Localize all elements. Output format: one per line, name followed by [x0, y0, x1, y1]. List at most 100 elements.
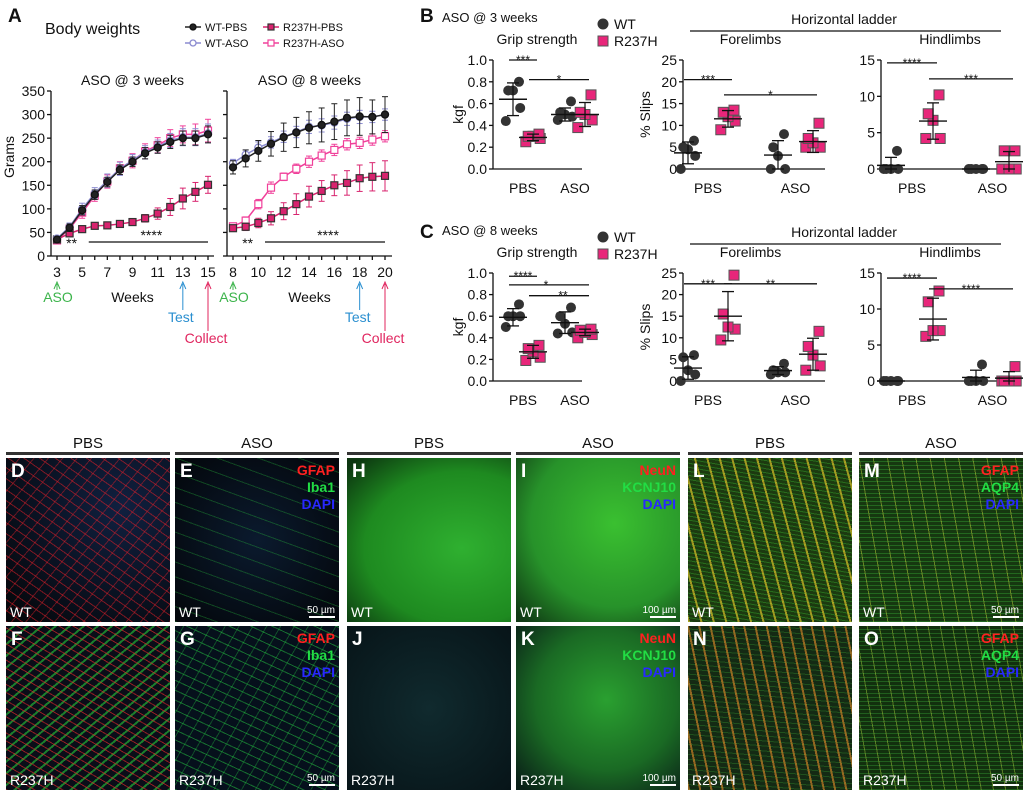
- data-point-wt: [780, 164, 791, 174]
- x-category-label: ASO: [781, 392, 811, 408]
- panel-letter: L: [693, 461, 705, 482]
- legend-r237h-marker: [597, 248, 609, 260]
- genotype-label: R237H: [692, 772, 736, 788]
- data-point-wt: [514, 76, 524, 87]
- x-category-label: PBS: [898, 180, 926, 196]
- stain-label: GFAP: [980, 630, 1019, 646]
- subplot-title: Hindlimbs: [919, 244, 980, 260]
- data-point-wt: [765, 164, 776, 174]
- data-point: [317, 120, 326, 130]
- legend-label: WT: [614, 16, 636, 32]
- data-point: [103, 177, 112, 187]
- micrograph-k: K R237H NeuN KCNJ10 DAPI 100 µm: [516, 626, 680, 790]
- data-point-wt: [515, 311, 526, 322]
- data-point: [128, 217, 137, 227]
- x-category-label: ASO: [560, 180, 590, 196]
- subplot-title: Grip strength: [497, 31, 578, 47]
- legend-label: WT-PBS: [205, 22, 247, 34]
- subplot-title: Grip strength: [497, 244, 578, 260]
- scale-bar: 100 µm: [642, 773, 676, 786]
- stain-label: AQP4: [980, 479, 1019, 495]
- legend-label: R237H: [614, 246, 658, 262]
- x-tick-label: 12: [276, 264, 292, 280]
- data-point-r237h: [715, 124, 727, 136]
- scale-label: 50 µm: [991, 605, 1019, 616]
- data-point-wt: [779, 129, 789, 140]
- significance-label: ****: [514, 269, 533, 283]
- scale-bar-line: [650, 616, 676, 618]
- y-tick-label: 0.0: [468, 373, 488, 389]
- arrow-head: [356, 280, 364, 290]
- y-tick-label: 50: [29, 224, 45, 240]
- x-tick-label: 14: [301, 264, 317, 280]
- data-point-wt: [566, 96, 576, 107]
- scale-bar: 50 µm: [307, 605, 335, 618]
- x-category-label: ASO: [978, 392, 1008, 408]
- stain-label: DAPI: [301, 664, 335, 680]
- data-point-r237h: [1009, 145, 1021, 157]
- x-tick-label: 7: [103, 264, 111, 280]
- data-point: [317, 186, 326, 196]
- arrow-head: [179, 280, 187, 290]
- y-tick-label: 5: [867, 337, 875, 353]
- scale-bar: 50 µm: [991, 773, 1019, 786]
- y-tick-label: 0: [867, 161, 875, 177]
- horizontal-ladder-title: Horizontal ladder: [791, 11, 897, 27]
- arrow-head: [53, 280, 61, 290]
- data-point-wt: [552, 114, 563, 125]
- data-point: [254, 200, 263, 209]
- y-tick-label: 10: [661, 330, 677, 346]
- data-point-r237h: [574, 106, 586, 118]
- y-tick-label: 0.8: [468, 74, 488, 90]
- x-category-label: PBS: [694, 392, 722, 408]
- data-point-r237h: [933, 285, 945, 297]
- data-point-wt: [675, 376, 686, 386]
- y-tick-label: 20: [661, 74, 677, 90]
- data-point-r237h: [715, 334, 727, 346]
- data-point-r237h: [728, 269, 740, 281]
- data-point-r237h: [802, 340, 814, 352]
- x-tick-label: 15: [200, 264, 216, 280]
- micrograph-o: O R237H GFAP AQP4 DAPI 50 µm: [859, 626, 1023, 790]
- y-tick-label: 0: [37, 248, 45, 264]
- panel-letter: O: [864, 629, 879, 650]
- significance-label: ***: [516, 53, 530, 67]
- stain-label: GFAP: [296, 630, 335, 646]
- significance-label: **: [766, 277, 776, 291]
- panel-header: ASO @ 3 weeks: [442, 10, 538, 25]
- y-tick-label: 15: [661, 96, 677, 112]
- genotype-label: WT: [351, 604, 373, 620]
- x-tick-label: 8: [229, 264, 237, 280]
- y-tick-label: 10: [859, 301, 875, 317]
- legend-marker: [267, 39, 275, 47]
- stain-label: NeuN: [639, 630, 676, 646]
- horizontal-ladder-title: Horizontal ladder: [791, 224, 897, 240]
- genotype-label: WT: [179, 604, 201, 620]
- stain-label: DAPI: [642, 496, 676, 512]
- y-tick-label: 0.0: [468, 161, 488, 177]
- data-point: [292, 128, 301, 137]
- stain-legend: NeuN KCNJ10 DAPI: [622, 630, 676, 681]
- significance-label: *: [544, 278, 549, 292]
- legend-wt-marker: [597, 18, 609, 30]
- data-point-r237h: [920, 132, 932, 144]
- data-point: [103, 221, 112, 230]
- column-divider: [175, 452, 339, 455]
- y-tick-label: 250: [22, 130, 46, 146]
- x-axis-label: Weeks: [111, 289, 154, 305]
- x-tick-label: 5: [78, 264, 86, 280]
- x-category-label: PBS: [509, 180, 537, 196]
- y-tick-label: 100: [22, 201, 46, 217]
- micrograph-d: D WT: [6, 458, 170, 622]
- subplot-title: ASO @ 8 weeks: [258, 72, 361, 88]
- legend-label: WT: [614, 229, 636, 245]
- y-axis-label: Grams: [1, 136, 17, 178]
- legend-label: R237H-PBS: [283, 22, 343, 34]
- data-point: [330, 145, 339, 155]
- stain-legend: GFAP Iba1 DAPI: [297, 462, 335, 513]
- x-category-label: PBS: [898, 392, 926, 408]
- y-tick-label: 0: [867, 373, 875, 389]
- micrograph-g: G R237H GFAP Iba1 DAPI 50 µm: [175, 626, 339, 790]
- stain-label: KCNJ10: [622, 479, 676, 495]
- y-tick-label: 10: [859, 88, 875, 104]
